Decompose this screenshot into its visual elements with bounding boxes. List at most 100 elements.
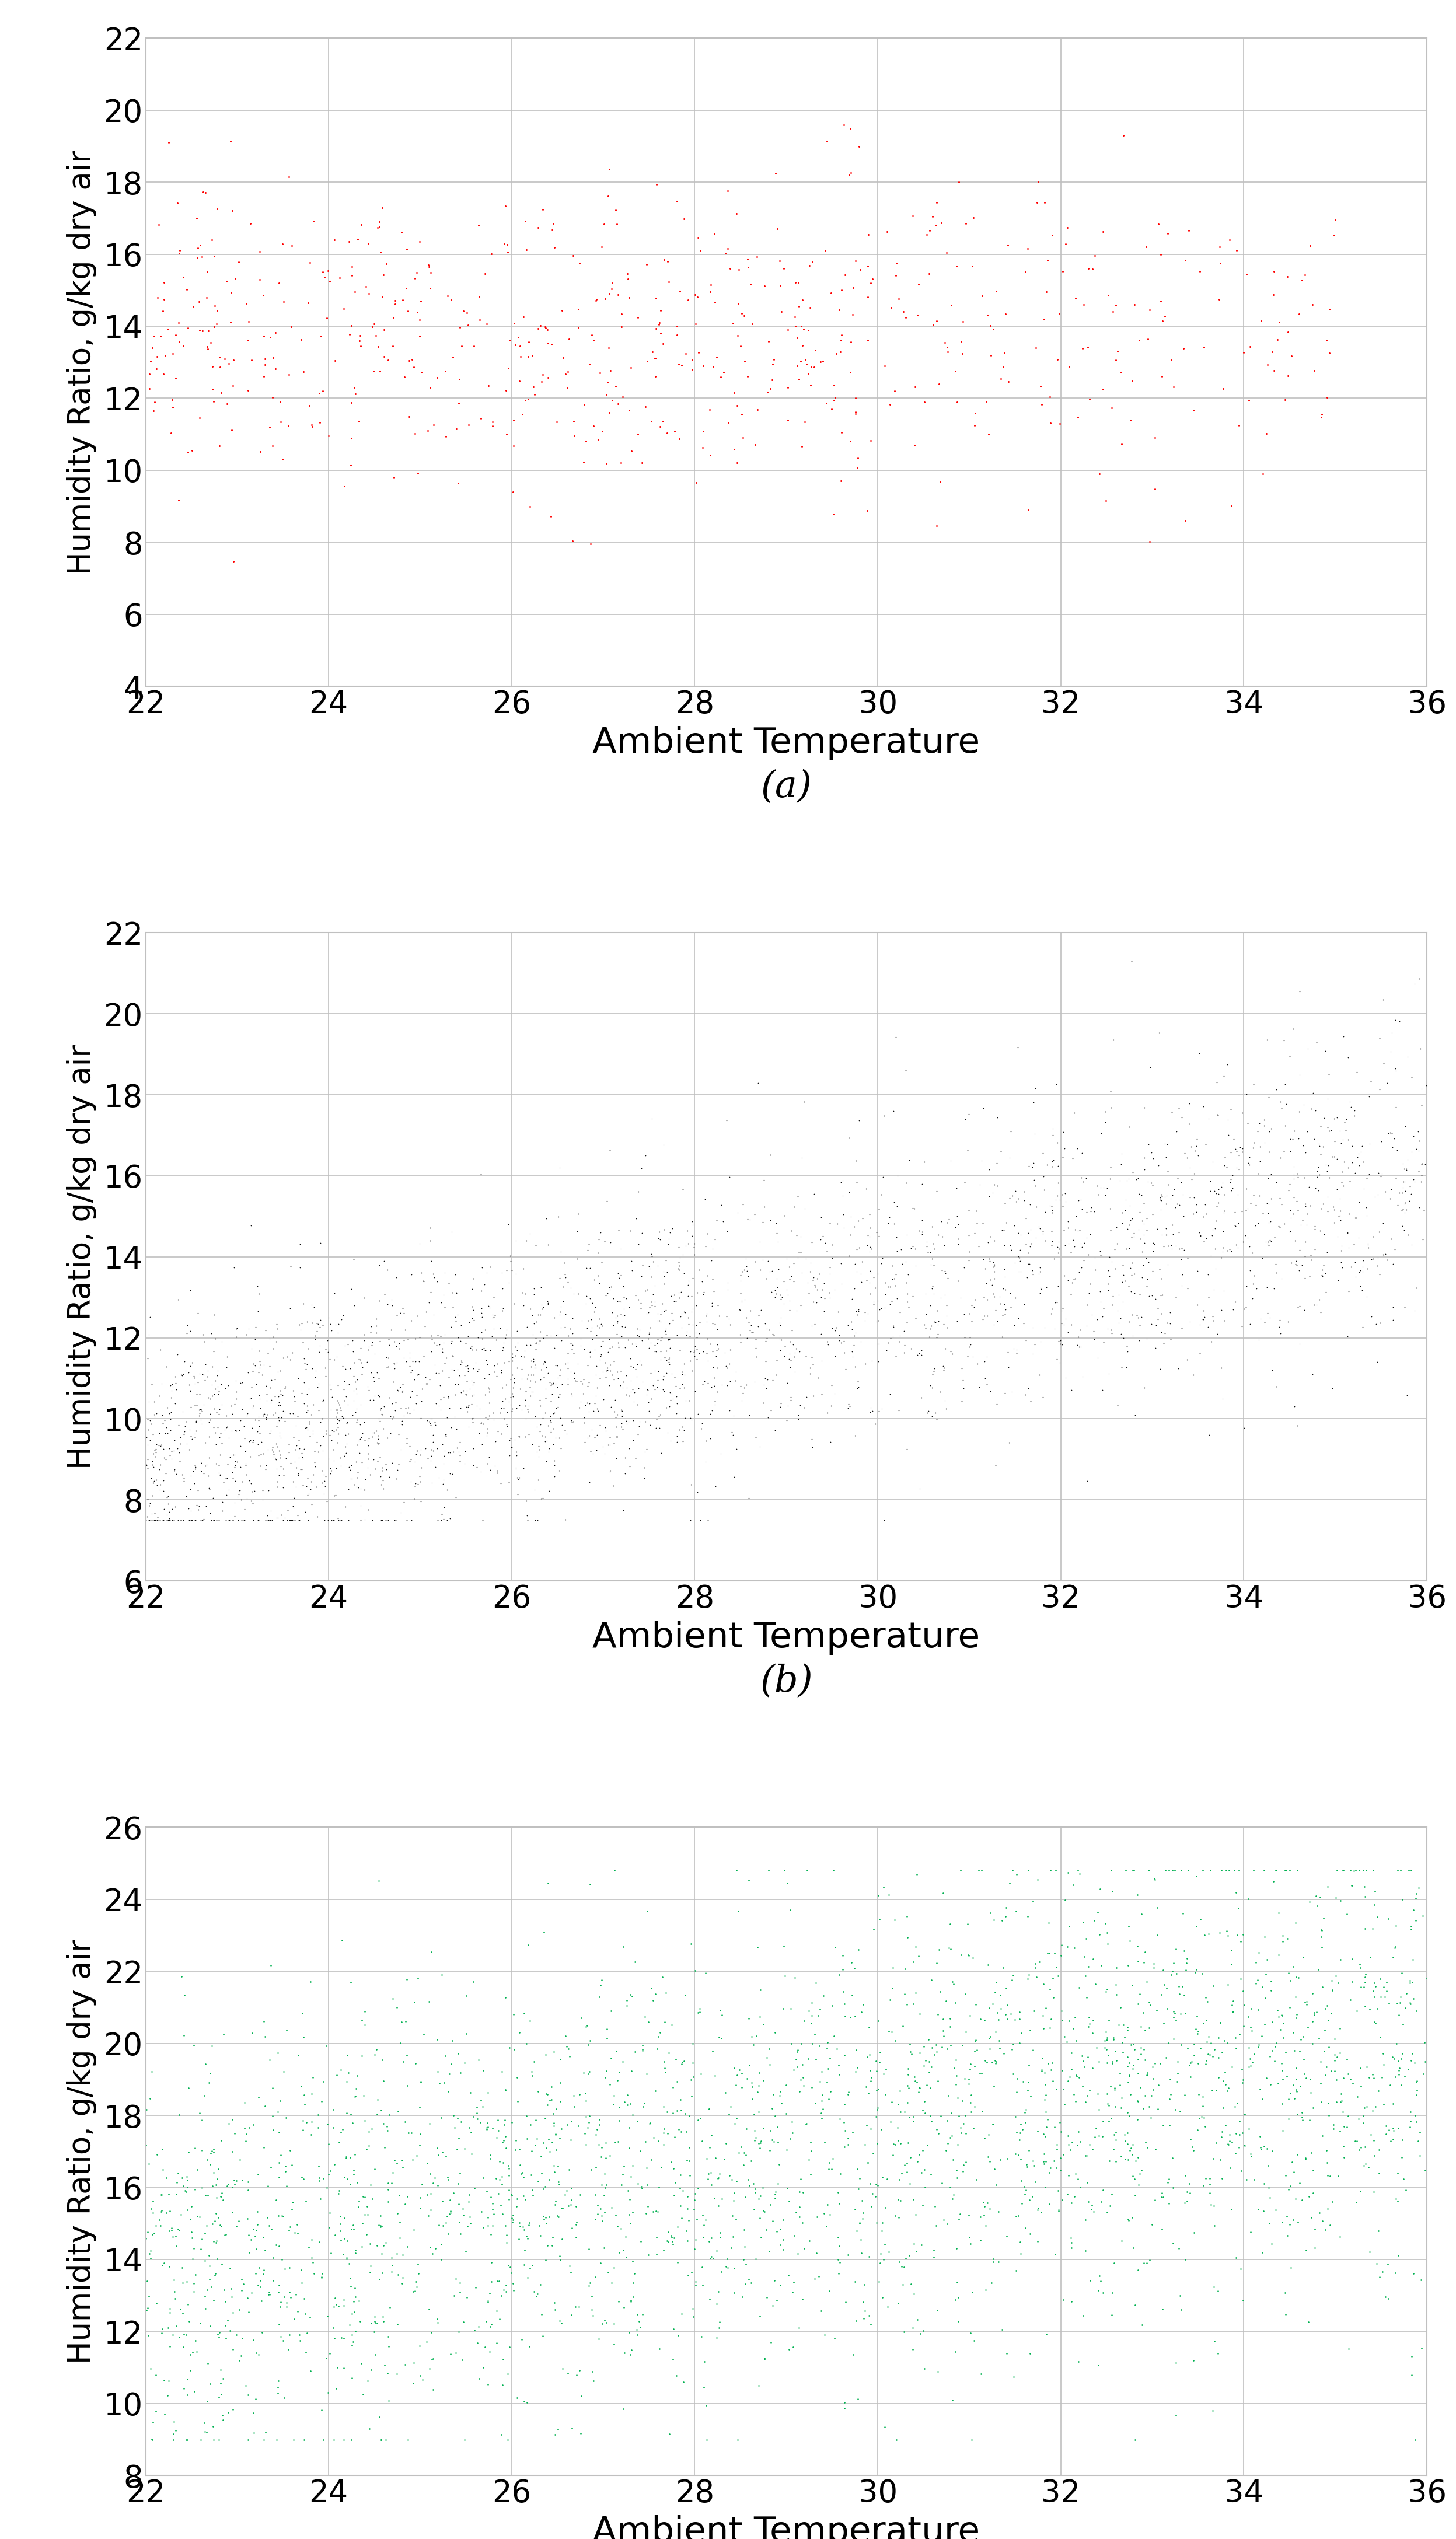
Point bbox=[349, 1501, 373, 1541]
Point bbox=[185, 1402, 208, 1442]
Point bbox=[606, 1351, 629, 1391]
Point bbox=[485, 1320, 508, 1361]
Point bbox=[191, 1404, 214, 1445]
Point bbox=[510, 1336, 533, 1376]
Point bbox=[590, 2196, 613, 2237]
Point bbox=[518, 485, 542, 526]
Point bbox=[444, 1254, 467, 1295]
Point bbox=[1069, 1853, 1092, 1894]
Point bbox=[1251, 1968, 1274, 2008]
Point bbox=[922, 1303, 945, 1343]
Point bbox=[689, 1501, 712, 1541]
Point bbox=[606, 1313, 629, 1353]
Point bbox=[1393, 1287, 1417, 1328]
Point bbox=[1207, 1183, 1230, 1224]
Point bbox=[462, 1963, 485, 2003]
Point bbox=[587, 2318, 610, 2359]
Point bbox=[1009, 1239, 1032, 1280]
Point bbox=[881, 1259, 904, 1300]
Point bbox=[830, 269, 853, 310]
Point bbox=[878, 1267, 901, 1308]
Point bbox=[888, 1292, 911, 1333]
Point bbox=[476, 1412, 499, 1452]
Point bbox=[901, 2100, 925, 2140]
Point bbox=[1310, 394, 1334, 434]
Point bbox=[1408, 2112, 1431, 2153]
Point bbox=[491, 1328, 514, 1369]
Point bbox=[1037, 2184, 1060, 2224]
Point bbox=[1118, 1303, 1142, 1343]
Point bbox=[303, 1356, 326, 1396]
Point bbox=[766, 208, 789, 249]
Point bbox=[150, 2313, 173, 2354]
Point bbox=[165, 1455, 188, 1495]
Point bbox=[390, 211, 414, 251]
Point bbox=[996, 1998, 1019, 2039]
Point bbox=[786, 1399, 810, 1440]
Point bbox=[1057, 2115, 1080, 2156]
Point bbox=[1283, 1110, 1306, 1150]
Point bbox=[501, 2176, 524, 2217]
Point bbox=[518, 1376, 542, 1417]
Point bbox=[596, 1348, 619, 1389]
Point bbox=[432, 1488, 456, 1528]
Point bbox=[837, 1384, 860, 1424]
Point bbox=[141, 2420, 165, 2460]
Point bbox=[628, 1315, 651, 1356]
Point bbox=[1236, 1216, 1259, 1257]
Point bbox=[310, 2257, 333, 2298]
Point bbox=[515, 1358, 539, 1399]
Point bbox=[662, 1280, 686, 1320]
Point bbox=[323, 218, 347, 259]
Point bbox=[1012, 1303, 1035, 1343]
Point bbox=[419, 1440, 443, 1480]
Point bbox=[1325, 1168, 1348, 1209]
Point bbox=[367, 1376, 390, 1417]
Point bbox=[520, 2171, 543, 2211]
Point bbox=[234, 1429, 258, 1470]
Point bbox=[728, 1290, 751, 1330]
Point bbox=[852, 2283, 875, 2323]
Point bbox=[1142, 1231, 1165, 1272]
Point bbox=[269, 2316, 293, 2356]
Point bbox=[261, 1427, 284, 1468]
Point bbox=[240, 1422, 264, 1462]
Point bbox=[1040, 1292, 1063, 1333]
Point bbox=[549, 2082, 572, 2123]
Point bbox=[390, 2234, 414, 2275]
Point bbox=[537, 1470, 561, 1511]
Point bbox=[962, 2046, 986, 2087]
Point bbox=[1000, 1960, 1024, 2001]
Point bbox=[1281, 1158, 1305, 1198]
Point bbox=[724, 2064, 747, 2105]
Point bbox=[201, 2204, 224, 2244]
Point bbox=[579, 1308, 603, 1348]
Point bbox=[884, 1264, 907, 1305]
Point bbox=[945, 2151, 968, 2191]
Point bbox=[1258, 1132, 1281, 1173]
Point bbox=[556, 2105, 579, 2145]
Point bbox=[1142, 1137, 1165, 1178]
Point bbox=[584, 2176, 607, 2217]
Point bbox=[695, 1333, 718, 1374]
Point bbox=[476, 2206, 499, 2247]
Point bbox=[546, 1386, 569, 1427]
Point bbox=[1152, 1950, 1175, 1991]
Point bbox=[165, 1369, 188, 1409]
Point bbox=[175, 2313, 198, 2354]
Point bbox=[262, 1318, 285, 1358]
Point bbox=[789, 1231, 812, 1272]
Point bbox=[1171, 1173, 1194, 1214]
Point bbox=[536, 2085, 559, 2125]
Point bbox=[430, 1315, 453, 1356]
Point bbox=[630, 1361, 654, 1402]
Point bbox=[925, 300, 948, 340]
Point bbox=[1123, 1254, 1146, 1295]
Point bbox=[655, 1386, 678, 1427]
Point bbox=[1233, 2125, 1257, 2166]
Point bbox=[1321, 1970, 1344, 2011]
Point bbox=[941, 1333, 964, 1374]
Point bbox=[536, 322, 559, 363]
Point bbox=[994, 1203, 1018, 1244]
Point bbox=[437, 2161, 460, 2201]
